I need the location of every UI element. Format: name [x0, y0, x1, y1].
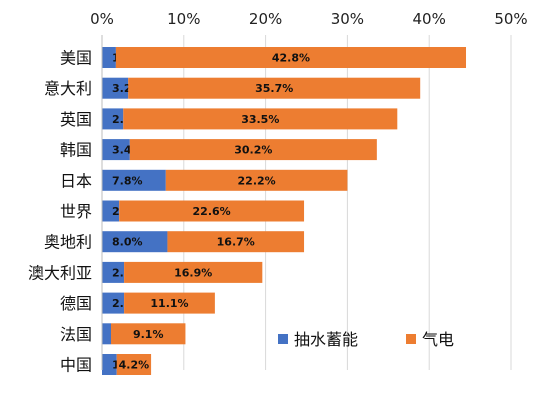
bar-pumped-storage	[102, 108, 124, 130]
category-label: 意大利	[44, 79, 92, 98]
bar-gas	[165, 169, 348, 191]
category-label: 韩国	[60, 141, 92, 160]
bar-gas	[124, 261, 263, 283]
category-label: 中国	[60, 356, 92, 375]
bar-gas	[115, 47, 467, 68]
legend-label-pumped-storage: 抽水蓄能	[294, 330, 358, 349]
x-tick-label: 20%	[249, 10, 282, 28]
bars: 1.7%42.8%3.2%35.7%2.6%33.5%3.4%30.2%7.8%…	[102, 47, 467, 375]
legend-swatch-gas	[406, 334, 416, 344]
data-label-gas: 22.6%	[193, 205, 231, 218]
data-label-gas: 33.5%	[241, 113, 279, 126]
data-label-gas: 35.7%	[255, 82, 293, 95]
legend-label-gas: 气电	[422, 330, 454, 349]
data-label-gas: 4.2%	[119, 359, 150, 372]
x-tick-label: 50%	[494, 10, 527, 28]
bar-pumped-storage	[102, 139, 130, 161]
bar-pumped-storage	[102, 354, 117, 375]
bar-gas	[124, 292, 215, 314]
x-tick-label: 40%	[413, 10, 446, 28]
bar-pumped-storage	[102, 169, 166, 191]
data-label-gas: 9.1%	[133, 328, 164, 341]
category-label: 德国	[60, 294, 92, 313]
data-label-gas: 42.8%	[272, 52, 310, 65]
data-label-pumped-storage: 8.0%	[112, 236, 143, 249]
data-label-gas: 11.1%	[150, 297, 188, 310]
bar-gas	[110, 323, 186, 345]
data-label-gas: 16.7%	[217, 236, 255, 249]
x-tick-label: 0%	[90, 10, 114, 28]
category-label: 英国	[60, 110, 92, 129]
bar-gas	[116, 354, 152, 375]
bar-pumped-storage	[102, 77, 129, 99]
bar-pumped-storage	[102, 292, 125, 314]
bar-pumped-storage	[102, 231, 168, 253]
category-label: 世界	[60, 202, 92, 221]
x-tick-label: 10%	[167, 10, 200, 28]
bar-pumped-storage	[102, 323, 111, 345]
category-label: 奥地利	[44, 233, 92, 252]
legend-swatch-pumped-storage	[278, 334, 288, 344]
category-label: 法国	[60, 325, 92, 344]
category-label: 日本	[60, 171, 92, 190]
x-axis-ticks: 0% 10% 20% 30% 40% 50%	[90, 10, 528, 28]
bar-gas	[128, 77, 421, 99]
legend: 抽水蓄能 气电	[278, 330, 454, 349]
category-label: 美国	[60, 49, 92, 68]
x-tick-label: 30%	[331, 10, 364, 28]
data-label-gas: 30.2%	[234, 144, 272, 157]
data-label-pumped-storage: 7.8%	[112, 174, 143, 187]
bar-pumped-storage	[102, 200, 120, 222]
bar-gas	[123, 108, 398, 130]
bar-gas	[129, 139, 377, 161]
category-label: 澳大利亚	[28, 263, 92, 282]
data-label-gas: 22.2%	[238, 174, 276, 187]
bar-gas	[119, 200, 305, 222]
bar-gas	[167, 231, 305, 253]
data-label-gas: 16.9%	[174, 266, 212, 279]
bar-pumped-storage	[102, 261, 125, 283]
bar-pumped-storage	[102, 47, 116, 68]
